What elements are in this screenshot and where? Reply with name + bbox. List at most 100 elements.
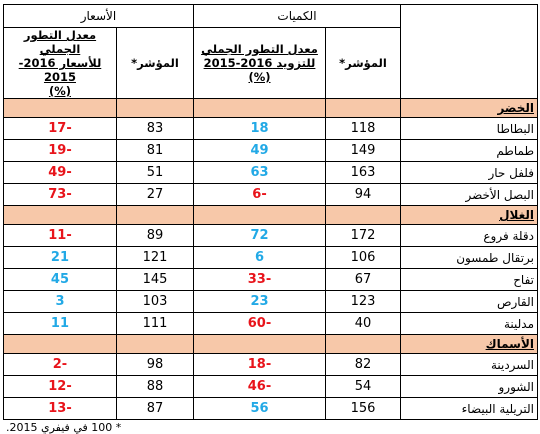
- supply-rate: -18: [192, 353, 327, 376]
- price-rate: -17: [2, 117, 117, 140]
- product-name: البطاطا: [400, 117, 538, 140]
- table-row: تفاح 67 -33 145 45: [2, 268, 538, 291]
- price-rate: 3: [2, 290, 117, 313]
- prices-header: الأسعار: [2, 4, 194, 28]
- price-rate: -2: [2, 353, 117, 376]
- table-body: الخضر البطاطا 118 18 83 -17 طماطم 149 49 81 -19 فلف…: [2, 98, 538, 420]
- price-index: 83: [115, 117, 194, 140]
- table-row: مدلينة 40 -60 111 11: [2, 312, 538, 335]
- quantity-index: 40: [325, 312, 401, 335]
- supply-rate: 6: [192, 246, 327, 269]
- supply-rate: -60: [192, 312, 327, 335]
- price-index: 51: [115, 161, 194, 184]
- price-rate: -12: [2, 375, 117, 398]
- supply-rate: -33: [192, 268, 327, 291]
- product-name: دقلة فروع: [400, 224, 538, 247]
- category-filler: [192, 205, 327, 225]
- category-filler: [115, 205, 194, 225]
- category-name: الغلال: [400, 205, 538, 225]
- table-row: برتقال طمسون 106 6 121 21: [2, 246, 538, 269]
- product-name: التريلية البيضاء: [400, 397, 538, 420]
- supply-rate: 23: [192, 290, 327, 313]
- category-name: الأسماك: [400, 334, 538, 354]
- quantity-index: 118: [325, 117, 401, 140]
- category-filler: [115, 334, 194, 354]
- category-filler: [192, 334, 327, 354]
- price-rate: 21: [2, 246, 117, 269]
- quantity-index: 94: [325, 183, 401, 206]
- product-name: الشورو: [400, 375, 538, 398]
- table-row: السردينة 82 -18 98 -2: [2, 353, 538, 376]
- price-index: 121: [115, 246, 194, 269]
- quantity-index: 82: [325, 353, 401, 376]
- price-rate: -13: [2, 397, 117, 420]
- product-name: مدلينة: [400, 312, 538, 335]
- category-filler: [192, 98, 327, 118]
- supply-rate: 56: [192, 397, 327, 420]
- supply-rate: 18: [192, 117, 327, 140]
- category-filler: [325, 205, 401, 225]
- table-row: البطاطا 118 18 83 -17: [2, 117, 538, 140]
- price-rate: 11: [2, 312, 117, 335]
- table-row: دقلة فروع 172 72 89 -11: [2, 224, 538, 247]
- category-filler: [115, 98, 194, 118]
- price-index: 88: [115, 375, 194, 398]
- table-container: الكميات الأسعار المؤشر* معدل التطور الجم…: [2, 4, 538, 434]
- price-rate: -11: [2, 224, 117, 247]
- supply-rate: 63: [192, 161, 327, 184]
- table-row: فلفل حار 163 63 51 -49: [2, 161, 538, 184]
- table-row: القارص 123 23 103 3: [2, 290, 538, 313]
- quantities-header: الكميات: [192, 4, 402, 28]
- price-index: 27: [115, 183, 194, 206]
- price-rate: 45: [2, 268, 117, 291]
- supply-rate: -46: [192, 375, 327, 398]
- quantity-index: 156: [325, 397, 401, 420]
- p-index-header: المؤشر*: [115, 27, 194, 99]
- category-filler: [2, 334, 117, 354]
- category-row: الغلال: [2, 205, 538, 225]
- price-index: 98: [115, 353, 194, 376]
- price-rate: -73: [2, 183, 117, 206]
- quantity-index: 163: [325, 161, 401, 184]
- category-filler: [2, 205, 117, 225]
- table-row: البصل الأخضر 94 -6 27 -73: [2, 183, 538, 206]
- price-index: 145: [115, 268, 194, 291]
- product-name: برتقال طمسون: [400, 246, 538, 269]
- price-index: 87: [115, 397, 194, 420]
- quantity-index: 149: [325, 139, 401, 162]
- footnote: * 100 في فيفري 2015.: [6, 421, 122, 434]
- category-row: الخضر: [2, 98, 538, 118]
- category-row: الأسماك: [2, 334, 538, 354]
- price-index: 103: [115, 290, 194, 313]
- data-table: الكميات الأسعار المؤشر* معدل التطور الجم…: [2, 4, 538, 420]
- quantity-index: 106: [325, 246, 401, 269]
- supply-rate-header: معدل التطور الجملي للتزويد 2016-2015 (%): [192, 27, 327, 99]
- quantity-index: 123: [325, 290, 401, 313]
- price-index: 111: [115, 312, 194, 335]
- category-filler: [325, 334, 401, 354]
- supply-rate: 72: [192, 224, 327, 247]
- quantity-index: 172: [325, 224, 401, 247]
- corner-cell: [400, 4, 538, 99]
- product-name: تفاح: [400, 268, 538, 291]
- product-name: القارص: [400, 290, 538, 313]
- table-row: التريلية البيضاء 156 56 87 -13: [2, 397, 538, 420]
- product-name: السردينة: [400, 353, 538, 376]
- table-row: طماطم 149 49 81 -19: [2, 139, 538, 162]
- product-name: فلفل حار: [400, 161, 538, 184]
- price-index: 81: [115, 139, 194, 162]
- quantity-index: 67: [325, 268, 401, 291]
- price-index: 89: [115, 224, 194, 247]
- product-name: طماطم: [400, 139, 538, 162]
- category-filler: [325, 98, 401, 118]
- price-rate: -49: [2, 161, 117, 184]
- price-rate: -19: [2, 139, 117, 162]
- category-name: الخضر: [400, 98, 538, 118]
- supply-rate: 49: [192, 139, 327, 162]
- price-rate-header: معدل التطور الجملي للأسعار 2016-2015 (%): [2, 27, 117, 99]
- product-name: البصل الأخضر: [400, 183, 538, 206]
- category-filler: [2, 98, 117, 118]
- table-row: الشورو 54 -46 88 -12: [2, 375, 538, 398]
- q-index-header: المؤشر*: [325, 27, 401, 99]
- quantity-index: 54: [325, 375, 401, 398]
